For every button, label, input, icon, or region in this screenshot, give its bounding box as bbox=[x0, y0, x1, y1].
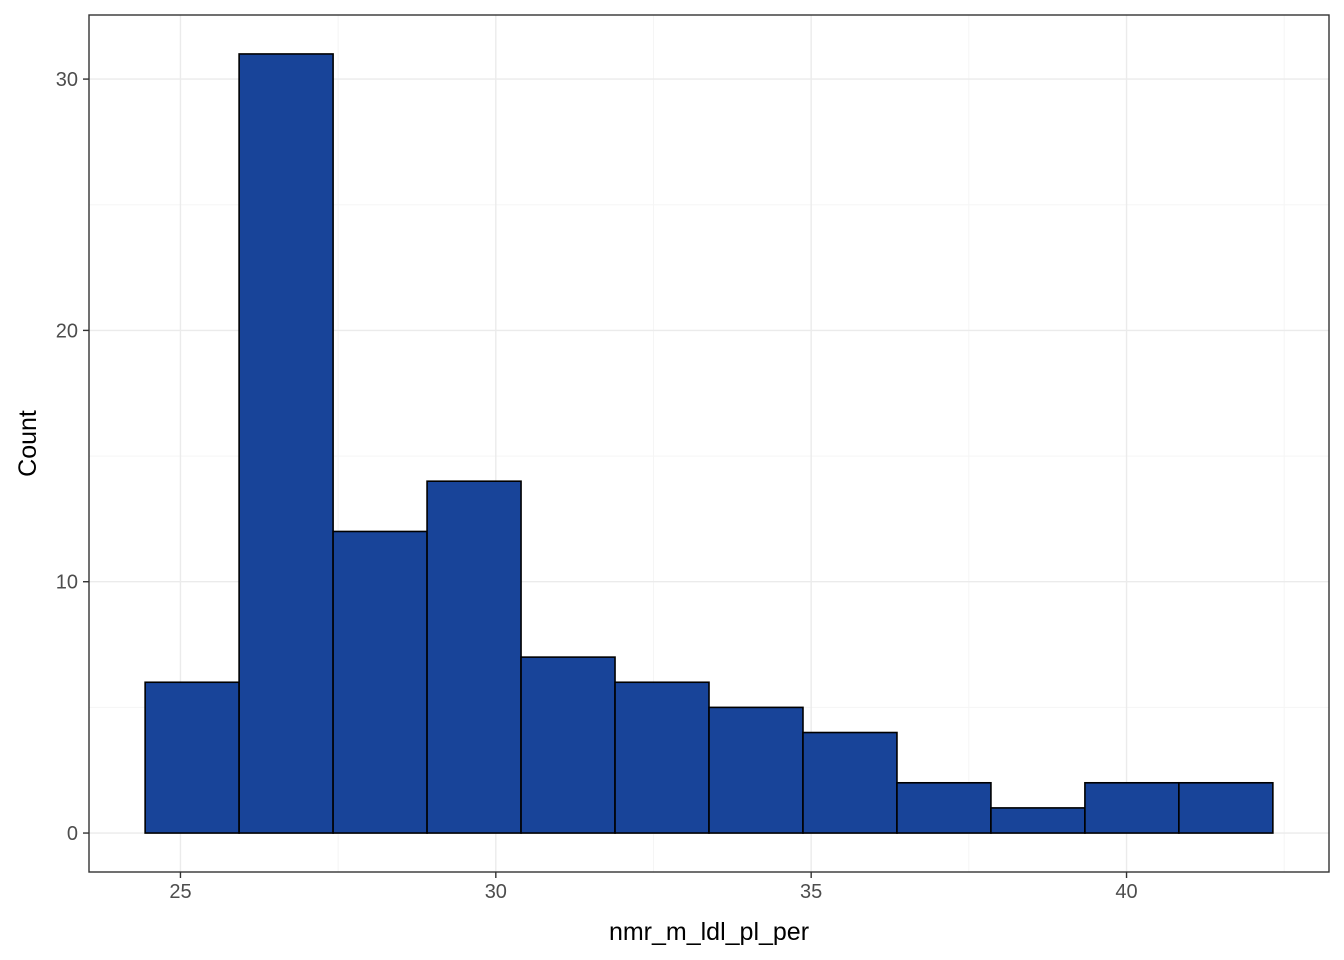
histogram-bar bbox=[144, 681, 240, 834]
panel-border bbox=[88, 14, 1330, 873]
histogram-bar bbox=[238, 53, 334, 834]
histogram-bar bbox=[708, 706, 804, 834]
x-axis-title: nmr_m_ldl_pl_per bbox=[609, 918, 809, 946]
histogram-bar bbox=[896, 781, 992, 834]
axis-ticks: 25 30 35 40 0 10 20 30 bbox=[56, 69, 1138, 903]
histogram-bar bbox=[802, 731, 898, 834]
x-tick-label: 25 bbox=[169, 881, 191, 903]
histogram-bar bbox=[990, 807, 1086, 834]
y-tick-label: 0 bbox=[67, 823, 78, 845]
x-tick-label: 35 bbox=[800, 881, 822, 903]
histogram-bar bbox=[520, 656, 616, 834]
histogram-bar bbox=[1178, 781, 1274, 834]
y-tick-label: 10 bbox=[56, 572, 78, 594]
x-tick-label: 40 bbox=[1115, 881, 1137, 903]
histogram-bar bbox=[426, 480, 522, 834]
histogram-bar bbox=[1084, 781, 1180, 834]
histogram-bar bbox=[332, 530, 428, 834]
y-tick-label: 30 bbox=[56, 69, 78, 91]
x-tick-label: 30 bbox=[485, 881, 507, 903]
y-axis-title: Count bbox=[14, 410, 42, 477]
histogram-bars bbox=[144, 53, 1274, 834]
histogram-bar bbox=[614, 681, 710, 834]
y-tick-label: 20 bbox=[56, 320, 78, 342]
